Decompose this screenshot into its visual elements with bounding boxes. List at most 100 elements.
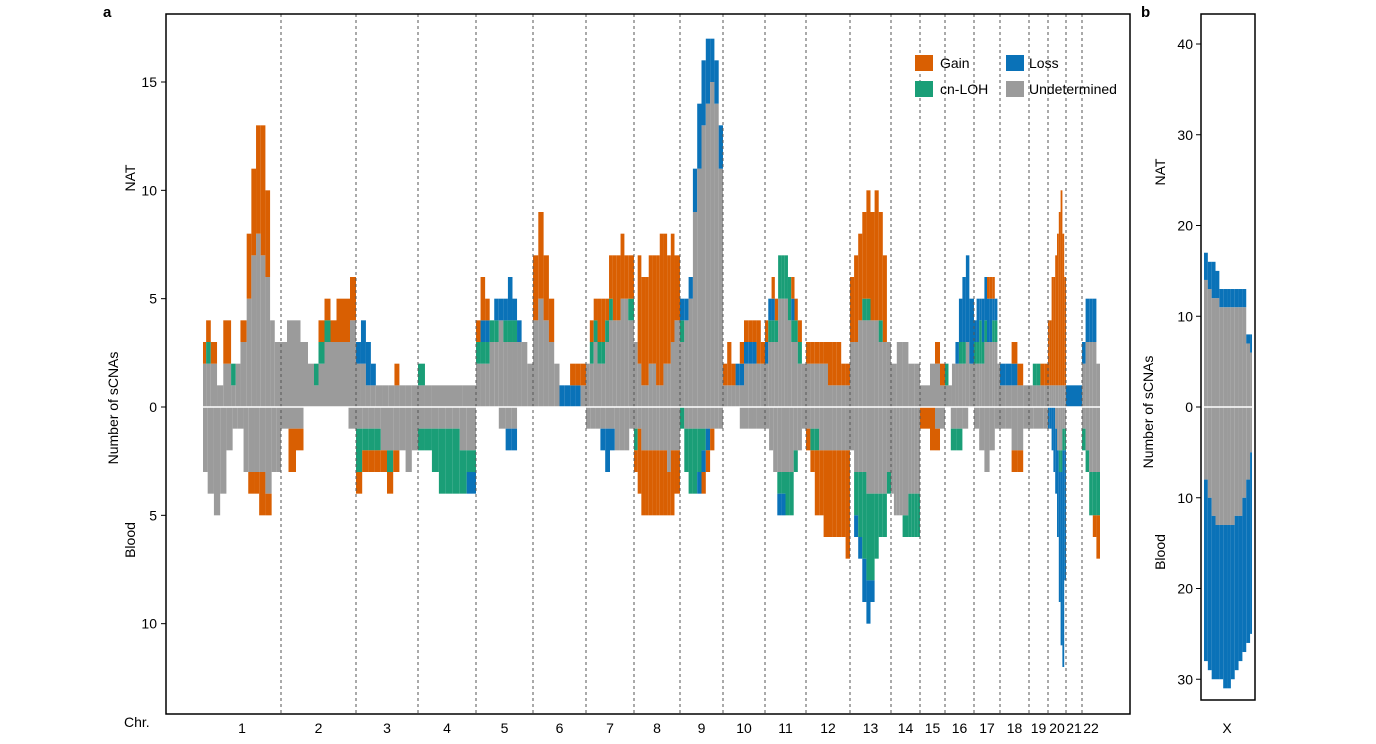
chr4-nat-undetermined-bar xyxy=(431,385,447,407)
chr5-nat-loss-bar xyxy=(480,320,486,342)
chr7-nat-undetermined-bar xyxy=(624,298,629,407)
chr13-blood-loss-bar xyxy=(862,558,867,602)
chr2-blood-undetermined-bar xyxy=(281,407,289,429)
chr5-blood-loss-bar xyxy=(505,428,512,451)
chr22-nat-undetermined-bar xyxy=(1096,363,1100,407)
chrx-nat-loss-bar xyxy=(1242,289,1247,308)
chr18-nat-loss-bar xyxy=(1011,363,1018,386)
chr8-nat-gain-bar xyxy=(648,255,653,364)
chr17-nat-cnloh-bar xyxy=(976,342,980,364)
legend-cnloh-label: cn-LOH xyxy=(940,81,988,97)
chr6-nat-undetermined-bar xyxy=(548,342,555,407)
chr11-blood-undetermined-bar xyxy=(765,407,770,429)
chr16-nat-undetermined-bar xyxy=(969,363,974,407)
chromosome-tick-label: 6 xyxy=(556,720,564,736)
chr9-nat-loss-bar xyxy=(697,103,702,169)
chr1-nat-gain-bar xyxy=(210,342,218,364)
chr15-blood-undetermined-bar xyxy=(935,407,940,429)
chr9-nat-loss-bar xyxy=(701,60,706,126)
chr10-nat-gain-bar xyxy=(748,320,753,342)
chr5-nat-loss-bar xyxy=(503,298,508,321)
panel-b-y-tick-label: 30 xyxy=(1177,671,1193,687)
chr12-nat-gain-bar xyxy=(819,342,824,364)
chr5-nat-gain-bar xyxy=(476,320,481,342)
chr9-blood-cnloh-bar xyxy=(684,428,689,472)
panel-b-nat-axis-label: NAT xyxy=(1152,158,1168,185)
chr19-blood-undetermined-bar xyxy=(1029,407,1034,429)
legend-gain-label: Gain xyxy=(940,55,970,71)
chr13-blood-undetermined-bar xyxy=(874,407,879,494)
chr22-blood-gain-bar xyxy=(1096,515,1100,559)
chr6-nat-loss-bar xyxy=(559,385,565,407)
chr13-blood-undetermined-bar xyxy=(882,407,887,494)
chr4-nat-undetermined-bar xyxy=(462,385,476,407)
chr15-blood-undetermined-bar xyxy=(940,407,945,429)
chr4-nat-undetermined-bar xyxy=(424,385,432,407)
chr17-nat-undetermined-bar xyxy=(987,342,990,407)
chr10-nat-undetermined-bar xyxy=(752,363,757,407)
chrx-blood-loss-bar xyxy=(1227,524,1231,689)
chr13-nat-gain-bar xyxy=(870,212,875,321)
chrx-nat-undetermined-bar xyxy=(1227,307,1231,407)
chr18-nat-loss-bar xyxy=(1005,363,1012,386)
chr9-blood-loss-bar xyxy=(701,450,706,472)
chr10-nat-gain-bar xyxy=(760,342,765,364)
chr13-nat-gain-bar xyxy=(878,212,883,321)
chr7-nat-gain-bar xyxy=(628,255,634,299)
chrx-nat-loss-bar xyxy=(1227,289,1231,308)
chr17-nat-cnloh-bar xyxy=(992,320,995,342)
chr8-nat-undetermined-bar xyxy=(663,363,668,407)
chr19-nat-gain-bar xyxy=(1040,363,1045,386)
chr14-blood-undetermined-bar xyxy=(911,407,915,494)
chromosome-tick-label: 13 xyxy=(863,720,879,736)
chr20-blood-undetermined-bar xyxy=(1055,407,1057,429)
chr13-blood-cnloh-bar xyxy=(858,472,863,537)
y-tick-label: 5 xyxy=(149,291,157,307)
chr17-nat-undetermined-bar xyxy=(994,342,998,407)
chr12-blood-gain-bar xyxy=(810,450,815,472)
chr11-nat-undetermined-bar xyxy=(765,363,769,407)
chr22-blood-cnloh-bar xyxy=(1089,472,1093,516)
chr5-nat-undetermined-bar xyxy=(494,342,499,407)
chrx-nat-undetermined-bar xyxy=(1215,298,1220,407)
chr17-nat-undetermined-bar xyxy=(979,363,982,407)
chr5-nat-cnloh-bar xyxy=(503,320,508,342)
chr19-nat-undetermined-bar xyxy=(1040,385,1045,407)
chr14-blood-undetermined-bar xyxy=(899,407,903,516)
chr6-nat-undetermined-bar xyxy=(554,363,560,407)
chr4-blood-cnloh-bar xyxy=(466,450,476,472)
chr4-blood-cnloh-bar xyxy=(452,428,460,494)
chr13-blood-cnloh-bar xyxy=(866,493,871,581)
chr11-nat-undetermined-bar xyxy=(801,363,806,407)
chr13-nat-gain-bar xyxy=(862,212,867,299)
chr7-nat-gain-bar xyxy=(593,298,598,321)
chr12-nat-gain-bar xyxy=(806,342,811,364)
chr8-blood-gain-bar xyxy=(659,450,664,516)
chr3-blood-undetermined-bar xyxy=(368,407,375,429)
chr14-blood-cnloh-bar xyxy=(917,493,920,537)
chr8-blood-cnloh-bar xyxy=(634,428,638,451)
chr3-nat-loss-bar xyxy=(360,320,366,364)
chr11-nat-gain-bar xyxy=(765,320,769,342)
chr13-nat-undetermined-bar xyxy=(858,320,863,407)
chr4-blood-cnloh-bar xyxy=(438,428,446,494)
chrx-blood-undetermined-bar xyxy=(1207,407,1212,498)
chr8-nat-undetermined-bar xyxy=(667,363,671,407)
chr18-nat-gain-bar xyxy=(1011,342,1018,364)
chr11-nat-cnloh-bar xyxy=(791,320,795,342)
chr11-blood-loss-bar xyxy=(781,493,786,516)
chr11-blood-undetermined-bar xyxy=(789,407,794,472)
chr11-blood-undetermined-bar xyxy=(769,407,774,451)
chr8-blood-undetermined-bar xyxy=(663,407,668,451)
chr10-nat-loss-bar xyxy=(735,363,740,386)
chr14-blood-cnloh-bar xyxy=(911,493,915,537)
chr1-blood-undetermined-bar xyxy=(226,407,233,451)
chr20-blood-loss-bar xyxy=(1060,472,1063,646)
panel-b-x-tick-label: X xyxy=(1222,720,1232,736)
chr14-blood-cnloh-bar xyxy=(902,515,906,537)
chr12-blood-cnloh-bar xyxy=(810,428,815,451)
chr9-blood-cnloh-bar xyxy=(692,428,698,494)
chr2-blood-undetermined-bar xyxy=(348,407,356,429)
chr8-nat-gain-bar xyxy=(674,255,680,321)
chr3-blood-cnloh-bar xyxy=(356,428,363,472)
